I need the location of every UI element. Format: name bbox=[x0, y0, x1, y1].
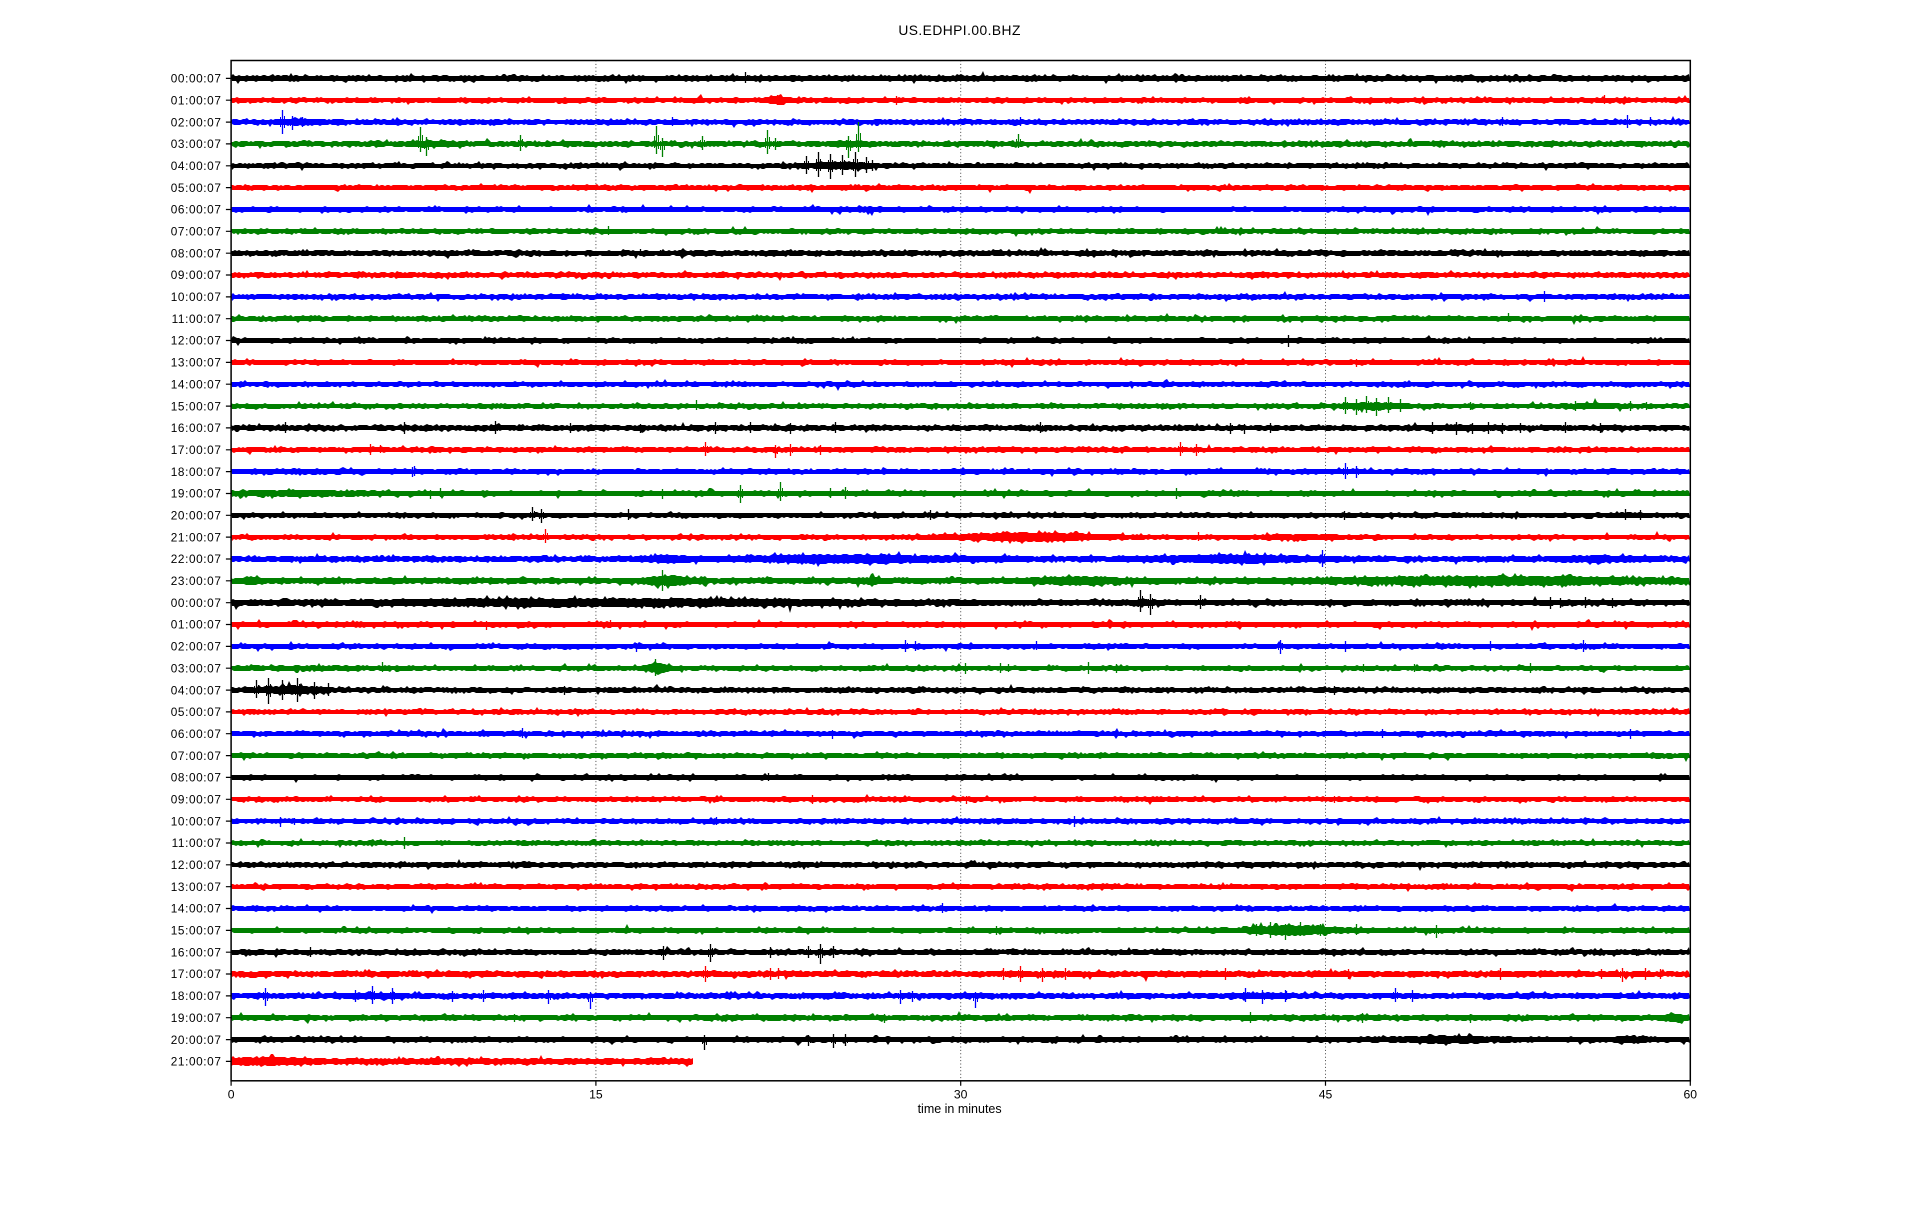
svg-text:14:00:07: 14:00:07 bbox=[171, 902, 222, 916]
svg-text:30: 30 bbox=[954, 1088, 968, 1102]
svg-text:00:00:07: 00:00:07 bbox=[171, 72, 222, 86]
svg-text:21:00:07: 21:00:07 bbox=[171, 1055, 222, 1069]
svg-text:16:00:07: 16:00:07 bbox=[171, 421, 222, 435]
svg-text:06:00:07: 06:00:07 bbox=[171, 203, 222, 217]
svg-text:08:00:07: 08:00:07 bbox=[171, 246, 222, 260]
svg-text:13:00:07: 13:00:07 bbox=[171, 880, 222, 894]
svg-text:12:00:07: 12:00:07 bbox=[171, 858, 222, 872]
svg-text:time in minutes: time in minutes bbox=[918, 1102, 1002, 1116]
svg-text:04:00:07: 04:00:07 bbox=[171, 159, 222, 173]
svg-text:19:00:07: 19:00:07 bbox=[171, 1011, 222, 1025]
svg-text:07:00:07: 07:00:07 bbox=[171, 225, 222, 239]
svg-text:11:00:07: 11:00:07 bbox=[172, 836, 222, 850]
svg-text:60: 60 bbox=[1684, 1088, 1698, 1102]
svg-text:15:00:07: 15:00:07 bbox=[171, 924, 222, 938]
svg-text:23:00:07: 23:00:07 bbox=[171, 574, 222, 588]
svg-text:09:00:07: 09:00:07 bbox=[171, 268, 222, 282]
svg-text:0: 0 bbox=[228, 1088, 235, 1102]
svg-text:06:00:07: 06:00:07 bbox=[171, 727, 222, 741]
svg-text:01:00:07: 01:00:07 bbox=[171, 93, 222, 107]
svg-text:02:00:07: 02:00:07 bbox=[171, 115, 222, 129]
svg-text:US.EDHPI.00.BHZ: US.EDHPI.00.BHZ bbox=[898, 23, 1021, 38]
svg-text:21:00:07: 21:00:07 bbox=[171, 530, 222, 544]
svg-text:20:00:07: 20:00:07 bbox=[171, 1033, 222, 1047]
svg-text:15: 15 bbox=[589, 1088, 603, 1102]
svg-text:11:00:07: 11:00:07 bbox=[172, 312, 222, 326]
svg-text:00:00:07: 00:00:07 bbox=[171, 596, 222, 610]
svg-text:14:00:07: 14:00:07 bbox=[171, 377, 222, 391]
svg-text:01:00:07: 01:00:07 bbox=[171, 618, 222, 632]
svg-text:10:00:07: 10:00:07 bbox=[171, 814, 222, 828]
svg-text:09:00:07: 09:00:07 bbox=[171, 793, 222, 807]
svg-text:19:00:07: 19:00:07 bbox=[171, 487, 222, 501]
svg-text:07:00:07: 07:00:07 bbox=[171, 749, 222, 763]
svg-text:16:00:07: 16:00:07 bbox=[171, 945, 222, 959]
svg-text:18:00:07: 18:00:07 bbox=[171, 989, 222, 1003]
svg-text:03:00:07: 03:00:07 bbox=[171, 661, 222, 675]
svg-text:05:00:07: 05:00:07 bbox=[171, 181, 222, 195]
svg-text:17:00:07: 17:00:07 bbox=[171, 443, 222, 457]
svg-text:12:00:07: 12:00:07 bbox=[171, 334, 222, 348]
svg-text:04:00:07: 04:00:07 bbox=[171, 683, 222, 697]
svg-text:22:00:07: 22:00:07 bbox=[171, 552, 222, 566]
svg-text:02:00:07: 02:00:07 bbox=[171, 640, 222, 654]
svg-text:18:00:07: 18:00:07 bbox=[171, 465, 222, 479]
svg-text:45: 45 bbox=[1319, 1088, 1333, 1102]
svg-text:08:00:07: 08:00:07 bbox=[171, 771, 222, 785]
svg-text:13:00:07: 13:00:07 bbox=[171, 356, 222, 370]
svg-text:15:00:07: 15:00:07 bbox=[171, 399, 222, 413]
svg-text:10:00:07: 10:00:07 bbox=[171, 290, 222, 304]
svg-text:20:00:07: 20:00:07 bbox=[171, 509, 222, 523]
svg-text:05:00:07: 05:00:07 bbox=[171, 705, 222, 719]
svg-text:03:00:07: 03:00:07 bbox=[171, 137, 222, 151]
svg-text:17:00:07: 17:00:07 bbox=[171, 967, 222, 981]
